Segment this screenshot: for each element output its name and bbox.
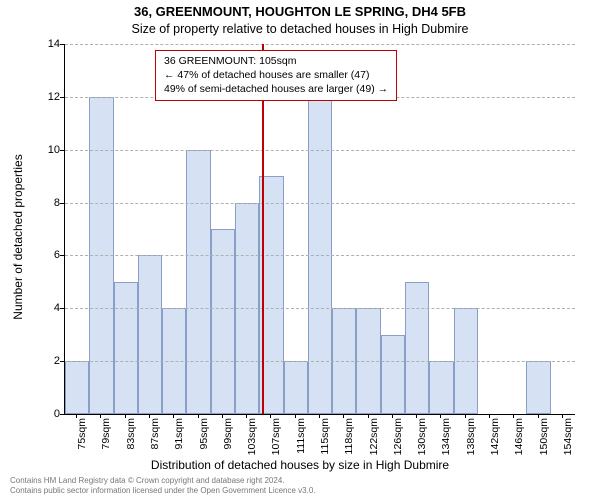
histogram-bar [186,150,210,414]
y-tick-mark [60,150,64,151]
x-tick-label: 83sqm [125,418,137,468]
chart-title: 36, GREENMOUNT, HOUGHTON LE SPRING, DH4 … [0,4,600,19]
y-tick-mark [60,44,64,45]
y-tick-label: 4 [30,302,60,314]
y-tick-label: 10 [30,144,60,156]
x-tick-label: 75sqm [76,418,88,468]
grid-line [65,44,575,45]
annotation-line: ← 47% of detached houses are smaller (47… [164,68,388,82]
x-tick-label: 122sqm [368,418,380,468]
x-tick-label: 142sqm [489,418,501,468]
histogram-bar [526,361,550,414]
x-tick-mark [319,414,320,418]
x-tick-mark [368,414,369,418]
histogram-bar [138,255,162,414]
grid-line [65,361,575,362]
x-tick-label: 91sqm [173,418,185,468]
x-tick-label: 111sqm [295,418,307,468]
histogram-bar [284,361,308,414]
x-tick-mark [513,414,514,418]
attribution-line: Contains public sector information licen… [10,486,316,496]
x-tick-label: 138sqm [465,418,477,468]
attribution-text: Contains HM Land Registry data © Crown c… [10,476,316,496]
x-tick-label: 115sqm [319,418,331,468]
y-axis-label: Number of detached properties [11,137,25,337]
annotation-box: 36 GREENMOUNT: 105sqm ← 47% of detached … [155,50,397,101]
histogram-bar [429,361,453,414]
x-tick-label: 130sqm [416,418,428,468]
x-tick-label: 118sqm [343,418,355,468]
y-tick-mark [60,97,64,98]
x-tick-mark [222,414,223,418]
y-tick-mark [60,361,64,362]
x-tick-mark [440,414,441,418]
x-tick-mark [100,414,101,418]
plot-area: 36 GREENMOUNT: 105sqm ← 47% of detached … [64,44,575,415]
y-tick-label: 2 [30,355,60,367]
y-tick-label: 12 [30,91,60,103]
x-tick-mark [489,414,490,418]
x-tick-mark [246,414,247,418]
grid-line [65,308,575,309]
x-tick-mark [343,414,344,418]
x-tick-label: 146sqm [513,418,525,468]
x-tick-label: 107sqm [270,418,282,468]
annotation-line: 49% of semi-detached houses are larger (… [164,82,388,96]
x-tick-mark [149,414,150,418]
x-tick-mark [538,414,539,418]
chart-subtitle: Size of property relative to detached ho… [0,22,600,36]
x-tick-label: 79sqm [100,418,112,468]
y-tick-label: 8 [30,197,60,209]
x-tick-mark [465,414,466,418]
x-tick-mark [173,414,174,418]
y-tick-mark [60,414,64,415]
x-tick-label: 103sqm [246,418,258,468]
x-tick-label: 95sqm [198,418,210,468]
y-tick-label: 14 [30,38,60,50]
y-tick-mark [60,255,64,256]
x-tick-mark [416,414,417,418]
grid-line [65,150,575,151]
histogram-bar [381,335,405,414]
histogram-bar [114,282,138,414]
x-tick-mark [562,414,563,418]
x-tick-mark [125,414,126,418]
x-tick-mark [198,414,199,418]
x-tick-label: 126sqm [392,418,404,468]
x-tick-mark [392,414,393,418]
grid-line [65,255,575,256]
histogram-bar [65,361,89,414]
x-tick-label: 87sqm [149,418,161,468]
chart-container: 36, GREENMOUNT, HOUGHTON LE SPRING, DH4 … [0,0,600,500]
y-tick-label: 6 [30,249,60,261]
y-tick-label: 0 [30,408,60,420]
y-tick-mark [60,203,64,204]
annotation-line: 36 GREENMOUNT: 105sqm [164,54,388,68]
histogram-bar [211,229,235,414]
x-tick-label: 150sqm [538,418,550,468]
x-tick-label: 154sqm [562,418,574,468]
y-tick-mark [60,308,64,309]
x-tick-label: 99sqm [222,418,234,468]
x-tick-mark [295,414,296,418]
attribution-line: Contains HM Land Registry data © Crown c… [10,476,316,486]
histogram-bar [405,282,429,414]
x-tick-mark [76,414,77,418]
grid-line [65,203,575,204]
x-tick-label: 134sqm [440,418,452,468]
x-tick-mark [270,414,271,418]
